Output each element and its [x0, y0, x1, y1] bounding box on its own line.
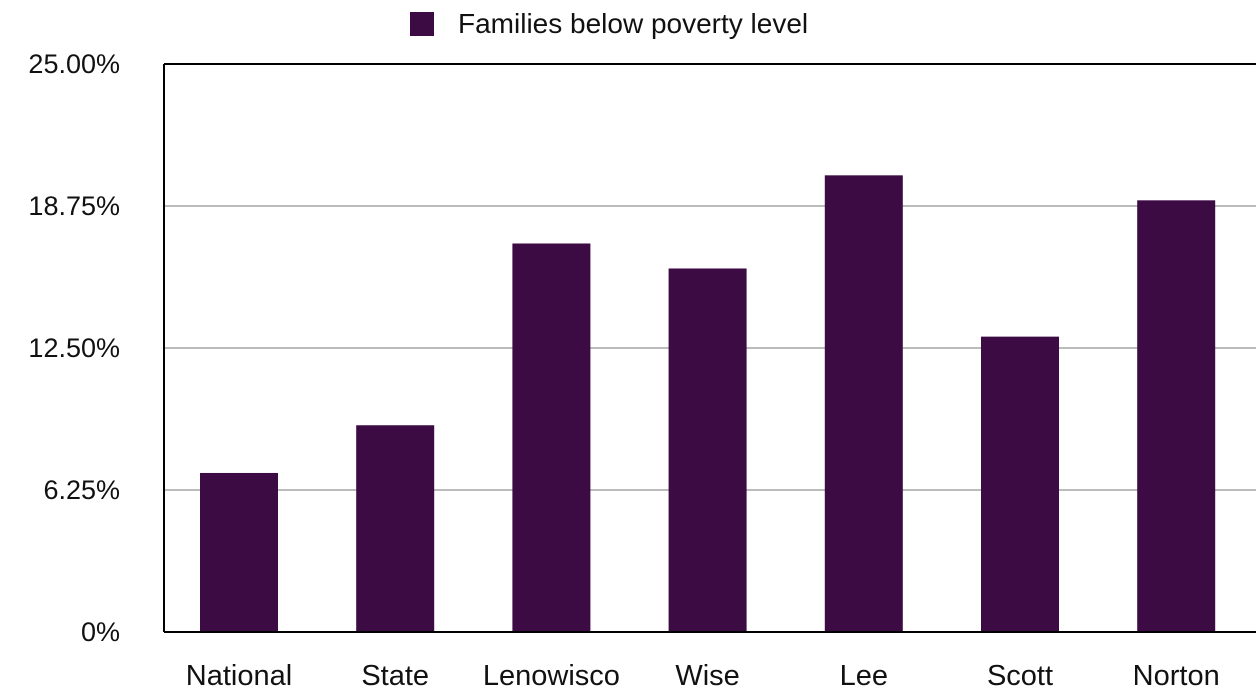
y-tick-label: 12.50% [28, 333, 120, 363]
bar-norton [1137, 200, 1216, 632]
plot-frame [163, 63, 1256, 633]
x-axis-category-labels: National State Lenowisco Wise Lee Scott Norton [186, 660, 1220, 691]
legend-swatch [410, 12, 434, 36]
legend-label: Families below poverty level [458, 8, 808, 39]
bar-state [356, 425, 435, 632]
x-category-label: Wise [675, 660, 739, 691]
chart-legend: Families below poverty level [410, 8, 808, 39]
x-category-label: Lenowisco [483, 660, 620, 691]
x-category-label: Scott [987, 660, 1053, 691]
bar-national [200, 472, 278, 632]
y-tick-label: 18.75% [28, 191, 120, 221]
y-tick-label: 0% [81, 617, 120, 647]
x-category-label: Lee [840, 660, 888, 691]
x-category-label: Norton [1133, 660, 1220, 691]
x-category-label: National [186, 660, 292, 691]
y-tick-label: 25.00% [28, 49, 120, 79]
bar-lee [824, 175, 903, 632]
bars [200, 175, 1216, 632]
bar-wise [668, 268, 747, 632]
bar-scott [981, 336, 1059, 632]
y-tick-label: 6.25% [43, 475, 120, 505]
y-axis-tick-labels: 0% 6.25% 12.50% 18.75% 25.00% [28, 49, 120, 647]
bar-lenowisco [512, 243, 591, 632]
x-category-label: State [361, 660, 429, 691]
